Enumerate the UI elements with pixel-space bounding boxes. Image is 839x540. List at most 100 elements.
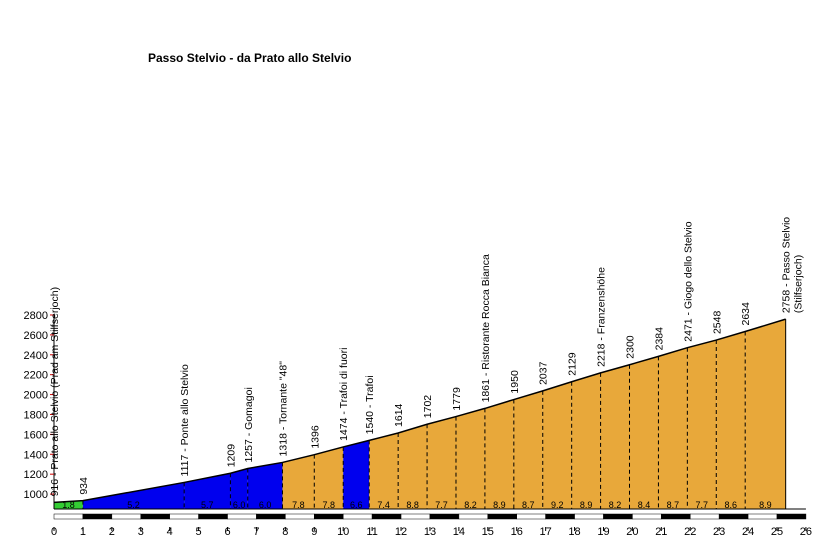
segment-area-5	[282, 454, 315, 509]
km-bar-cell	[487, 513, 517, 520]
altitude-annotation: 1614	[393, 403, 405, 427]
gradient-label: 9.2	[551, 500, 564, 510]
segment-area-18	[658, 347, 688, 509]
altitude-annotation: 1950	[509, 370, 521, 394]
altitude-annotation: 1117 - Ponte allo Stelvio	[179, 364, 191, 476]
segment-area-17	[629, 356, 659, 509]
x-tick-label: 11	[366, 526, 377, 538]
gradient-label: 7.8	[322, 500, 335, 510]
altitude-annotation-sub: (Stilfserjoch)	[793, 255, 805, 313]
x-tick-label: 26	[800, 526, 812, 538]
altitude-annotation: 1779	[451, 387, 463, 411]
y-tick-label: 2800	[24, 310, 48, 322]
segment-area-20	[716, 331, 746, 509]
chart-title: Passo Stelvio - da Prato allo Stelvio	[148, 51, 351, 65]
gradient-label: 7.7	[435, 500, 448, 510]
km-bar-cell	[400, 513, 431, 520]
km-bar-cell	[169, 513, 199, 520]
y-tick-label: 1200	[24, 469, 48, 481]
segment-area-16	[600, 364, 630, 509]
altitude-annotation: 1702	[422, 395, 434, 419]
km-bar-cell	[545, 513, 575, 520]
x-tick-label: 5	[196, 526, 202, 538]
altitude-annotations: 916 - Prato allo Stelvio (Prad am Stilfs…	[49, 217, 805, 497]
x-tick-label: 4	[167, 526, 173, 538]
km-bar-cell	[285, 513, 315, 520]
gradient-label: 8.4	[638, 500, 651, 510]
km-bar-cell	[516, 513, 546, 520]
x-tick-label: 1	[80, 526, 86, 538]
gradient-label: 8.9	[493, 500, 506, 510]
km-bar-cell	[82, 513, 113, 520]
x-tick-label: 15	[482, 526, 494, 538]
km-bar	[53, 513, 807, 520]
x-tick-label: 18	[568, 526, 580, 538]
gradient-label: 6.0	[259, 500, 272, 510]
gradient-label: 7.4	[377, 500, 390, 510]
km-bar-cell	[574, 513, 604, 520]
km-bar-cell	[227, 513, 257, 520]
gradient-labels: 1.8 5.2 5.7 6.0 6.0 7.8 7.8 6.6 7.4 8.8 7.7 8.2 8.9 8…	[62, 500, 771, 510]
x-tick-label: 6	[224, 526, 230, 538]
km-bar-cell	[747, 513, 778, 520]
altitude-annotation: 2037	[538, 361, 550, 385]
segment-area-11	[455, 408, 485, 509]
x-tick-label: 19	[597, 526, 609, 538]
segment-area-15	[571, 372, 601, 509]
y-tick-label: 1000	[24, 489, 48, 501]
altitude-annotation: 2300	[625, 335, 637, 359]
segment-area-21	[745, 319, 786, 509]
gradient-label: 8.9	[759, 500, 772, 510]
segment-area-13	[513, 390, 543, 509]
altitude-annotation: 1861 - Ristorante Rocca Bianca	[480, 254, 492, 402]
km-bar-cell	[256, 513, 286, 520]
x-tick-label: 8	[282, 526, 288, 538]
x-tick-label: 17	[540, 526, 552, 538]
altitude-annotation: 1257 - Gomagoi	[243, 387, 255, 462]
altitude-annotation: 934	[78, 477, 90, 495]
segment-area-1	[82, 482, 185, 509]
km-bar-cell	[689, 513, 720, 520]
gradient-label: 6.0	[233, 500, 246, 510]
axes: 1000120014001600180020002200240026002800…	[24, 310, 813, 538]
gradient-label: 6.6	[350, 500, 363, 510]
altitude-annotation: 1318 - Tornante "48"	[277, 361, 289, 457]
km-bar-cell	[603, 513, 633, 520]
x-tick-label: 25	[771, 526, 783, 538]
altitude-annotation: 2218 - Franzenshöhe	[596, 267, 608, 367]
segment-dividers	[82, 331, 746, 509]
y-tick-label: 2600	[24, 330, 48, 342]
x-tick-label: 2	[109, 526, 115, 538]
altitude-annotation: 1474 - Trafoi di fuori	[338, 348, 350, 441]
x-tick-label: 9	[311, 526, 317, 538]
segment-area-10	[427, 416, 456, 509]
profile-line	[53, 318, 786, 504]
segment-area-3	[230, 468, 248, 509]
gradient-label: 5.7	[201, 500, 214, 510]
x-tick-label: 13	[424, 526, 436, 538]
y-tick-label: 1800	[24, 409, 48, 421]
gradient-label: 5.2	[127, 500, 140, 510]
gradient-label: 8.7	[522, 500, 535, 510]
gradient-label: 7.8	[292, 500, 305, 510]
gradient-label: 8.7	[667, 500, 680, 510]
x-tick-label: 21	[655, 526, 667, 538]
profile-outline	[53, 318, 787, 509]
x-tick-label: 24	[742, 526, 754, 538]
gradient-label: 8.6	[724, 500, 737, 510]
x-tick-label: 12	[395, 526, 407, 538]
segment-area-9	[398, 424, 428, 509]
gradient-label: 8.2	[609, 500, 622, 510]
segment-area-8	[369, 432, 399, 509]
gradient-label: 8.9	[580, 500, 593, 510]
altitude-annotation: 2471 - Giogo dello Stelvio	[682, 221, 694, 341]
altitude-annotation: 2634	[740, 302, 752, 326]
y-tick-label: 2000	[24, 390, 48, 402]
km-bar-cell	[140, 513, 170, 520]
altitude-annotation: 2758 - Passo Stelvio	[781, 217, 793, 313]
x-tick-label: 0	[51, 526, 57, 538]
gradient-label: 8.2	[464, 500, 477, 510]
altitude-annotation: 1209	[225, 444, 237, 468]
x-tick-label: 10	[337, 526, 349, 538]
